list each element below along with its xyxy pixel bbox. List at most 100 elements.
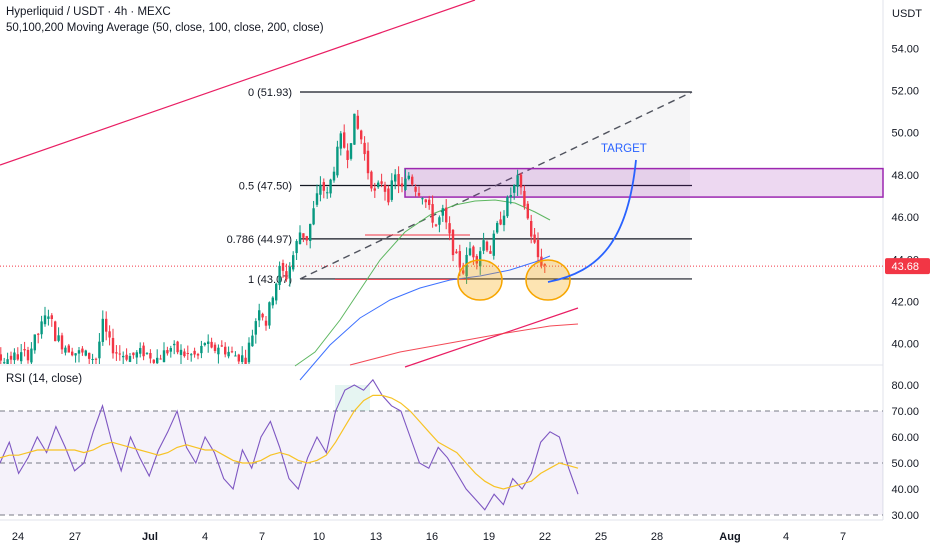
rsi-tick-label: 30.00 — [891, 510, 919, 522]
candle-body — [152, 359, 155, 363]
fib-trend-line — [299, 91, 693, 280]
price-tick-label: 42.00 — [891, 297, 919, 309]
candle-body — [356, 115, 359, 129]
candle-body — [268, 302, 271, 326]
candle-body — [88, 352, 91, 359]
candle-body — [411, 176, 414, 185]
candle-body — [9, 355, 13, 360]
candle-body — [455, 251, 458, 254]
candle-body — [20, 352, 23, 362]
rsi-tick-label: 50.00 — [891, 458, 919, 470]
candle-body — [428, 199, 431, 206]
candle-body — [533, 234, 536, 243]
candle-body — [135, 352, 138, 358]
candle-body — [536, 239, 540, 258]
candle-body — [343, 132, 346, 148]
candle-body — [77, 350, 81, 354]
highlight-circle — [457, 259, 503, 301]
price-tick-label: 54.00 — [891, 43, 919, 55]
candle-body — [193, 350, 196, 355]
candle-body — [186, 353, 189, 355]
candle-body — [118, 353, 121, 355]
candle-body — [166, 350, 169, 354]
candle-body — [390, 180, 393, 200]
candle-body — [179, 349, 183, 355]
candle-body — [479, 251, 482, 267]
candle-body — [196, 354, 200, 356]
candle-body — [98, 341, 101, 359]
candle-body — [516, 175, 519, 187]
candle-body — [394, 174, 397, 182]
candle-body — [169, 348, 172, 352]
candle-body — [502, 215, 506, 226]
candle-body — [237, 354, 240, 362]
time-tick-label: 10 — [313, 531, 325, 543]
candle-body — [407, 175, 410, 179]
candle-body — [203, 343, 206, 346]
candle-body — [251, 335, 254, 347]
candle-body — [421, 198, 424, 200]
time-tick-label: 27 — [69, 531, 81, 543]
candle-body — [183, 351, 186, 357]
candle-body — [254, 321, 257, 335]
candle-body — [315, 193, 319, 205]
price-tick-label: 52.00 — [891, 86, 919, 98]
candle-body — [363, 142, 366, 155]
candle-body — [523, 190, 526, 207]
candle-body — [128, 356, 132, 362]
candle-body — [404, 178, 407, 190]
candle-body — [217, 347, 220, 355]
candle-body — [295, 241, 298, 254]
candle-body — [227, 351, 230, 357]
candle-body — [244, 357, 247, 364]
time-tick-label: 19 — [483, 531, 495, 543]
candle-body — [438, 217, 441, 225]
candle-body — [50, 315, 53, 319]
candle-body — [0, 354, 3, 361]
rsi-legend[interactable]: RSI (14, close) — [6, 373, 83, 385]
moving-average-legend[interactable]: 50,100,200 Moving Average (50, close, 10… — [6, 22, 324, 34]
candle-body — [60, 335, 64, 350]
candle-body — [383, 184, 387, 192]
candle-body — [312, 208, 315, 225]
candle-body — [67, 345, 70, 353]
rsi-line — [0, 378, 579, 511]
candle-body — [434, 224, 438, 226]
time-tick-label: Jul — [142, 531, 158, 543]
candle-body — [105, 318, 108, 332]
candle-body — [349, 143, 353, 159]
candle-body — [513, 185, 516, 193]
time-tick-label: Aug — [719, 531, 740, 543]
time-tick-label: 22 — [539, 531, 551, 543]
candle-body — [122, 355, 125, 358]
last-price-tag — [885, 258, 930, 275]
candle-body — [424, 199, 427, 203]
candle-body — [213, 344, 217, 351]
candle-body — [380, 181, 383, 184]
candle-body — [322, 182, 325, 191]
candle-body — [64, 347, 67, 353]
candle-body — [339, 133, 342, 149]
candle-body — [373, 188, 376, 191]
candle-body — [302, 233, 305, 238]
fib-level-label: 0.786 (44.97) — [227, 234, 292, 246]
candle-body — [23, 349, 26, 351]
candle-body — [190, 354, 193, 356]
candle-body — [94, 358, 98, 360]
candle-body — [210, 341, 213, 348]
fib-level-label: 0 (51.93) — [248, 87, 292, 99]
fib-level-label: 1 (43.07) — [248, 274, 292, 286]
candle-body — [441, 208, 444, 216]
candle-body — [353, 113, 356, 145]
time-tick-label: 13 — [370, 531, 382, 543]
candle-body — [360, 130, 363, 140]
candle-body — [485, 241, 489, 251]
candle-body — [247, 342, 251, 363]
candle-body — [149, 352, 152, 359]
candle-body — [530, 221, 533, 237]
candle-body — [43, 315, 47, 325]
candle-body — [326, 192, 329, 194]
candle-body — [482, 240, 485, 251]
candle-body — [336, 146, 339, 176]
